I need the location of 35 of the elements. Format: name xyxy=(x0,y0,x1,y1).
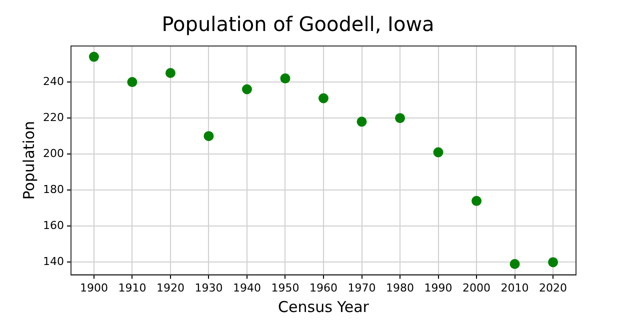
point xyxy=(510,258,520,269)
y-axis-title: Population xyxy=(20,120,38,200)
x-tick-label: 1910 xyxy=(118,281,146,294)
point xyxy=(395,113,406,124)
y-tick-label: 160 xyxy=(42,219,64,232)
point xyxy=(356,116,367,127)
point xyxy=(127,77,138,88)
point xyxy=(204,131,214,142)
x-tick-label: 1970 xyxy=(348,281,376,294)
x-tick-label: 1930 xyxy=(194,281,223,294)
x-axis-title: Census Year xyxy=(278,298,370,316)
x-tick-label: 1960 xyxy=(310,281,338,294)
point xyxy=(318,93,328,104)
x-tick-label: 1920 xyxy=(156,281,184,294)
point xyxy=(433,147,444,158)
x-tick-label: 1950 xyxy=(271,281,300,294)
x-tick-label: 2010 xyxy=(500,281,529,294)
point xyxy=(242,84,252,94)
point xyxy=(165,68,176,78)
x-tick-label: 1990 xyxy=(424,281,452,294)
x-tick-label: 1980 xyxy=(386,281,414,294)
y-tick-label: 200 xyxy=(42,146,64,160)
x-tick-label: 1940 xyxy=(232,281,261,294)
y-tick-label: 140 xyxy=(42,255,64,268)
x-tick-label: 2020 xyxy=(539,281,568,294)
x-tick-label: 2000 xyxy=(462,281,491,294)
chart-title: Population of Goodell, Iowa xyxy=(162,12,434,36)
y-tick-label: 220 xyxy=(42,110,64,124)
point xyxy=(280,73,290,84)
x-tick-label: 1900 xyxy=(80,281,108,294)
point xyxy=(88,52,99,62)
y-tick-label: 180 xyxy=(42,182,64,196)
y-tick-label: 240 xyxy=(42,74,64,88)
point xyxy=(548,257,558,268)
point xyxy=(472,196,482,206)
